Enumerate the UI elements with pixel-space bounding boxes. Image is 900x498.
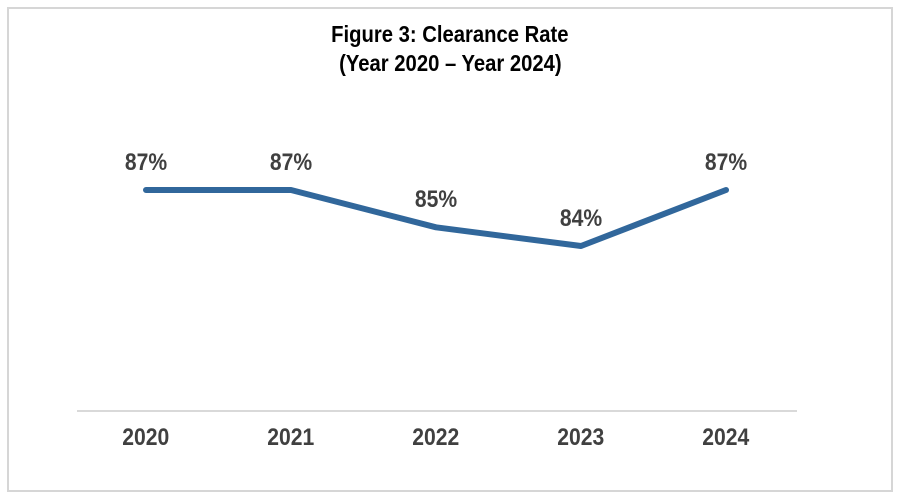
- chart-title: Figure 3: Clearance Rate (Year 2020 – Ye…: [0, 20, 900, 78]
- data-label-text: 87%: [269, 149, 313, 176]
- data-label: 87%: [656, 149, 796, 177]
- data-label-text: 87%: [704, 149, 748, 176]
- x-axis-label: 2022: [366, 424, 506, 452]
- x-axis-label-text: 2021: [267, 424, 315, 451]
- data-label: 84%: [511, 205, 651, 233]
- x-axis-label: 2023: [511, 424, 651, 452]
- x-axis-label-text: 2020: [122, 424, 170, 451]
- data-label: 87%: [76, 149, 216, 177]
- x-axis-label-text: 2023: [557, 424, 605, 451]
- data-label: 87%: [221, 149, 361, 177]
- data-label-text: 87%: [124, 149, 168, 176]
- data-label-text: 84%: [559, 205, 603, 232]
- chart-title-line1: Figure 3: Clearance Rate: [0, 20, 900, 49]
- x-axis-line: [77, 410, 797, 412]
- chart-border-frame: [7, 7, 893, 492]
- x-axis-label-text: 2022: [412, 424, 460, 451]
- x-axis-label: 2024: [656, 424, 796, 452]
- clearance-rate-series-line: [143, 187, 729, 249]
- x-axis-label: 2020: [76, 424, 216, 452]
- chart-title-line2-text: (Year 2020 – Year 2024): [338, 50, 562, 76]
- x-axis-label-text: 2024: [702, 424, 750, 451]
- chart-title-line1-text: Figure 3: Clearance Rate: [331, 21, 569, 47]
- chart-title-line2: (Year 2020 – Year 2024): [0, 49, 900, 78]
- x-axis-label: 2021: [221, 424, 361, 452]
- data-label-text: 85%: [414, 186, 458, 214]
- data-label: 85%: [366, 186, 506, 214]
